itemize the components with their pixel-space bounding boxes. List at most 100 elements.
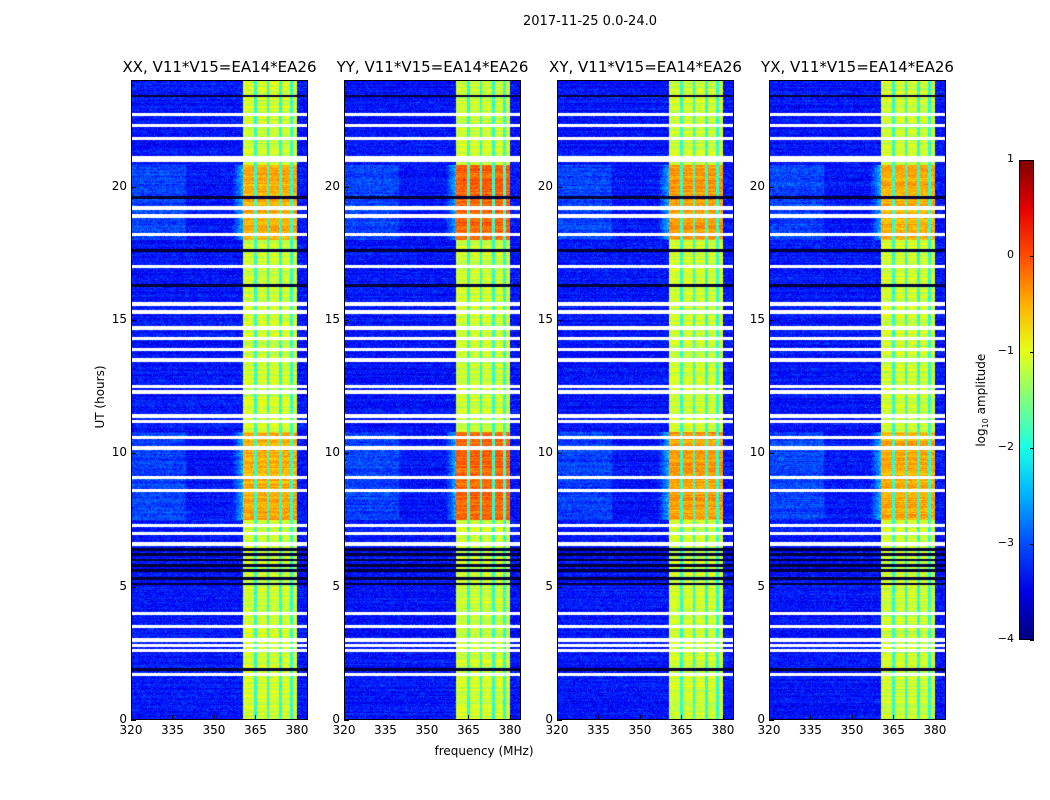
x-tick-label: 335 [161,723,184,737]
y-tick-label: 5 [545,578,553,593]
panel-title: XX, V11*V15=EA14*EA26 [122,58,317,76]
y-tick-label: 15 [324,312,340,326]
x-tick-label: 320 [757,723,781,737]
x-tick-mark [810,715,812,720]
y-tick-label: 5 [757,578,765,593]
colorbar-tick-label: 1 [1007,152,1014,165]
y-tick-mark [131,320,136,321]
colorbar-tick-label: 0 [1007,248,1014,261]
x-tick-label: 365 [882,723,905,737]
y-tick-mark [131,586,136,588]
y-tick-label: 20 [749,178,765,193]
axes-frame [557,80,734,720]
x-tick-mark [639,715,641,720]
x-tick-label: 380 [498,723,522,737]
x-tick-label: 320 [119,723,143,737]
x-tick-label: 380 [285,723,309,737]
y-tick-label: 15 [537,312,553,326]
x-tick-mark [934,715,936,720]
colorbar-tick-label: −2 [997,440,1014,453]
x-tick-label: 335 [587,723,610,737]
x-tick-mark [213,715,215,720]
y-tick-mark [769,720,774,721]
y-tick-label: 10 [324,445,340,460]
spectrogram-panel: XX, V11*V15=EA14*EA26 320 335 350 365 380 0 5 10… [112,58,317,737]
x-tick-label: 365 [244,723,267,737]
x-tick-label: 350 [202,723,226,737]
y-tick-mark [131,720,136,721]
y-tick-label: 20 [324,178,340,193]
colorbar-tick-mark [1030,352,1034,353]
x-tick-label: 320 [332,723,356,737]
x-tick-label: 350 [840,723,864,737]
y-tick-label: 20 [111,178,127,193]
colorbar-tick-mark [1030,640,1034,641]
y-tick-mark [344,586,349,588]
y-tick-mark [344,320,349,321]
colorbar-tick-label: −1 [997,344,1014,357]
y-tick-mark [557,720,562,721]
y-tick-mark [131,453,136,455]
axes-frame [344,80,521,720]
x-tick-mark [893,715,895,720]
y-tick-mark [557,586,562,588]
y-tick-mark [131,186,136,188]
y-tick-label: 5 [119,578,127,593]
y-tick-mark [557,453,562,455]
y-tick-mark [557,320,562,321]
panel-title: YY, V11*V15=EA14*EA26 [336,58,529,76]
y-tick-mark [557,186,562,188]
colorbar-tick-mark [1030,448,1034,449]
y-tick-label: 15 [749,312,765,326]
figure-title: 2017-11-25 0.0-24.0 [523,14,657,29]
x-tick-mark [468,715,470,720]
x-tick-label: 380 [923,723,947,737]
x-tick-label: 380 [711,723,735,737]
x-tick-label: 365 [457,723,480,737]
y-tick-label: 0 [332,712,340,726]
y-tick-label: 0 [757,712,765,726]
x-tick-label: 350 [415,723,439,737]
colorbar-tick-mark [1030,544,1034,545]
y-tick-mark [344,453,349,455]
y-tick-mark [769,453,774,455]
colorbar-tick-label: −3 [997,536,1014,549]
x-tick-label: 335 [799,723,822,737]
colorbar [1019,160,1034,640]
x-tick-mark [681,715,683,720]
y-tick-mark [769,586,774,588]
y-axis-label: UT (hours) [93,365,107,429]
x-tick-mark [385,715,387,720]
y-tick-mark [769,186,774,188]
y-tick-mark [344,720,349,721]
spectrogram-panel: XY, V11*V15=EA14*EA26 320 335 350 365 380 0 5 10… [538,58,742,737]
y-tick-label: 5 [332,578,340,593]
y-tick-label: 10 [749,445,765,460]
y-tick-label: 20 [537,178,553,193]
x-tick-mark [851,715,853,720]
panel-title: XY, V11*V15=EA14*EA26 [549,58,742,76]
x-tick-label: 350 [628,723,652,737]
colorbar-tick-mark [1030,160,1034,161]
spectrogram-panel: YY, V11*V15=EA14*EA26 320 335 350 365 380 0 5 10… [325,58,529,737]
x-tick-mark [296,715,298,720]
x-axis-label: frequency (MHz) [434,744,534,758]
heatmap-image [557,80,734,720]
heatmap-image [131,80,308,720]
y-tick-label: 0 [119,712,127,726]
x-tick-mark [172,715,174,720]
x-tick-mark [722,715,724,720]
x-tick-label: 320 [545,723,569,737]
x-tick-mark [131,715,132,720]
x-tick-mark [426,715,428,720]
y-tick-label: 10 [537,445,553,460]
x-tick-mark [255,715,257,720]
spectrogram-panel: YX, V11*V15=EA14*EA26 320 335 350 365 380 0 5 10… [750,58,954,737]
axes-frame [131,80,308,720]
y-tick-mark [769,320,774,321]
panel-title: YX, V11*V15=EA14*EA26 [761,58,954,76]
y-tick-label: 15 [111,312,127,326]
y-tick-label: 10 [111,445,127,460]
x-tick-label: 335 [374,723,397,737]
